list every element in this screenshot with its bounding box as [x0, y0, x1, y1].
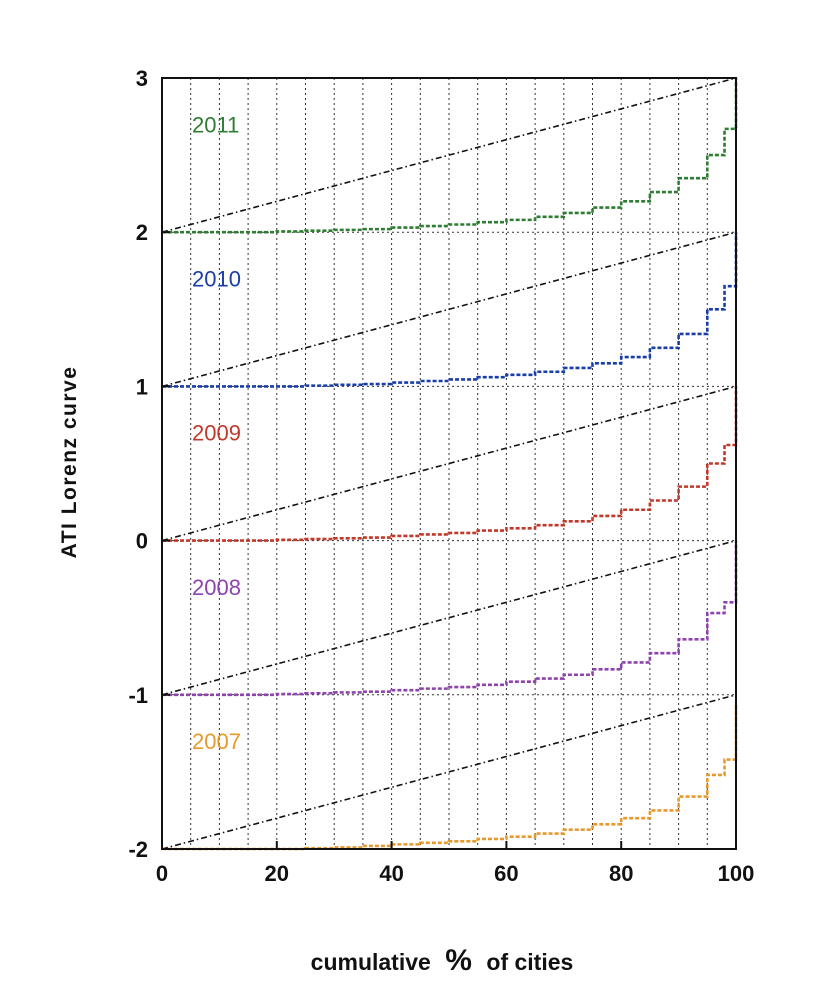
x-axis-label-after: of cities [486, 949, 573, 975]
axis-layer: 0 20 40 60 80 100 3 2 1 0 -1 -2 [128, 66, 754, 886]
plot-frame [161, 77, 737, 850]
lorenz-curve-2009 [162, 386, 738, 542]
y-tick-label: -1 [128, 683, 148, 708]
series-label-2007: 2007 [192, 729, 241, 754]
equality-line-2010 [161, 231, 737, 388]
series-label-2009: 2009 [192, 421, 241, 446]
y-tick-label: 1 [136, 374, 148, 399]
series-label-2010: 2010 [192, 266, 241, 291]
x-tick-label: 0 [156, 861, 168, 886]
lorenz-curve-2010 [162, 232, 738, 388]
lorenz-curve-2008 [162, 540, 738, 697]
y-axis-label: ATI Lorenz curve [58, 366, 81, 559]
y-tick-label: -2 [128, 837, 148, 862]
y-tick-label: 2 [136, 220, 148, 245]
y-tick-label: 0 [136, 529, 148, 554]
x-tick-label: 60 [494, 861, 518, 886]
lorenz-curve-2011 [162, 78, 738, 234]
series-label-2011: 2011 [192, 112, 239, 137]
equality-line-2009 [161, 385, 737, 542]
y-tick-label: 3 [136, 66, 148, 91]
equality-line-2011 [161, 77, 737, 233]
x-axis-label-before: cumulative [311, 949, 431, 975]
x-tick-label: 100 [718, 861, 755, 886]
equality-line-2008 [161, 539, 737, 696]
series-label-2008: 2008 [192, 575, 241, 600]
x-tick-label: 40 [379, 861, 403, 886]
year-labels: 2011 2010 2009 2008 2007 [192, 112, 241, 754]
equality-lines [161, 77, 737, 850]
x-axis-label-percent: % [445, 944, 472, 977]
equality-line-2007 [161, 694, 737, 850]
x-axis-label: cumulative % of cities [311, 944, 574, 977]
x-tick-label: 20 [265, 861, 289, 886]
x-tick-label: 80 [609, 861, 633, 886]
